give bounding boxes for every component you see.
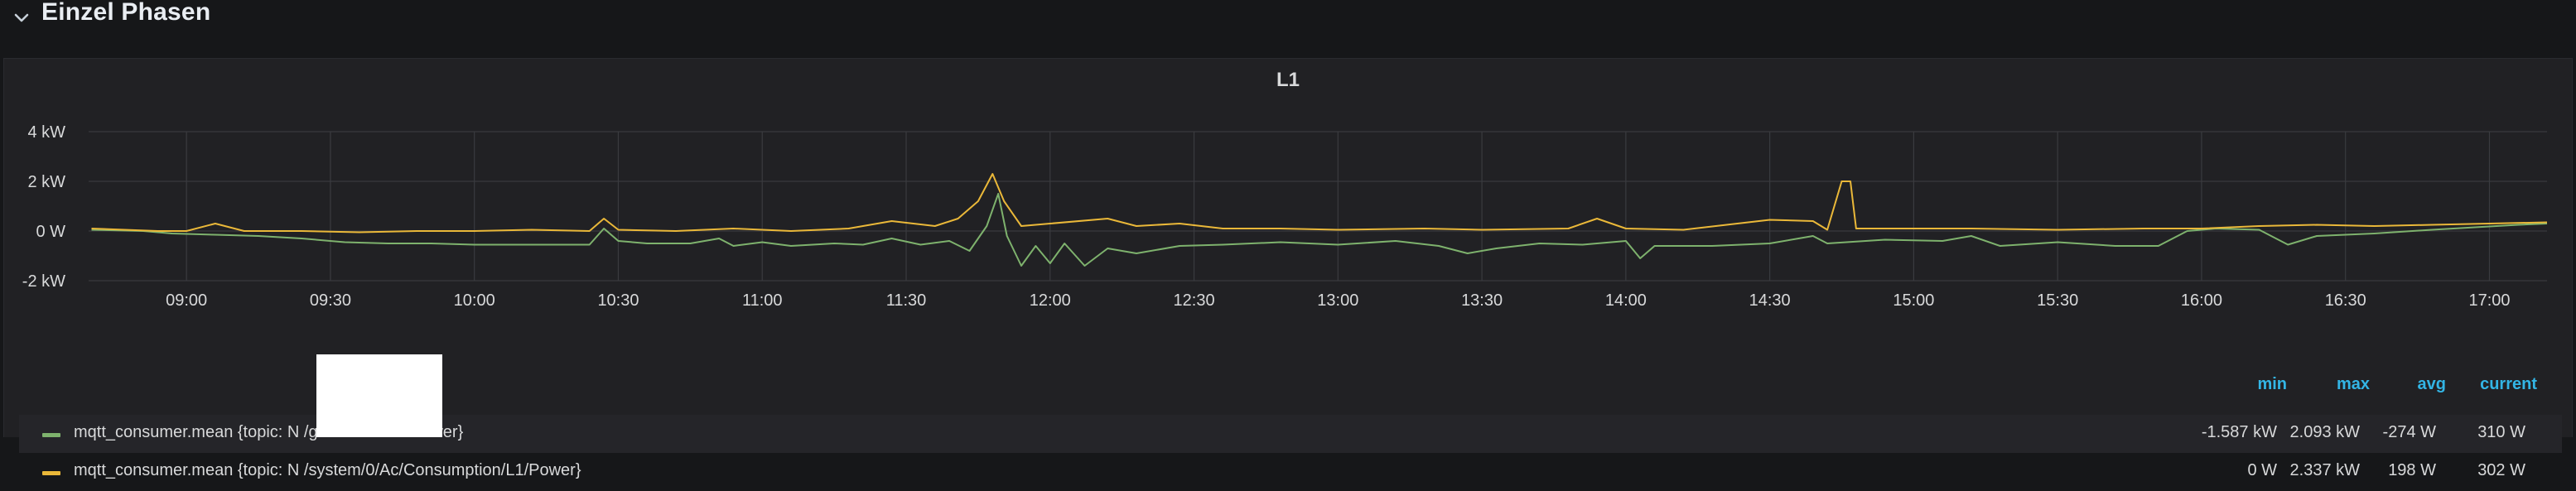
series-color-swatch[interactable] bbox=[42, 471, 60, 475]
row-header[interactable]: Einzel Phasen bbox=[0, 0, 2576, 41]
x-tick-label: 15:30 bbox=[2037, 291, 2078, 310]
x-tick-label: 12:30 bbox=[1174, 291, 1215, 310]
chart-area[interactable]: 4 kW 2 kW 0 W -2 kW 09:00 09:30 10:00 10:30 11:0… bbox=[4, 59, 2574, 382]
chevron-down-icon[interactable] bbox=[12, 8, 31, 28]
redaction-box bbox=[316, 354, 442, 437]
x-tick-label: 11:00 bbox=[742, 291, 783, 310]
legend-col-avg[interactable]: avg bbox=[2417, 375, 2446, 393]
x-tick-label: 16:30 bbox=[2325, 291, 2366, 310]
legend-min: -1.587 kW bbox=[2201, 423, 2277, 441]
x-tick-label: 13:00 bbox=[1317, 291, 1358, 310]
legend-avg: -274 W bbox=[2382, 423, 2436, 441]
legend-col-max[interactable]: max bbox=[2336, 375, 2370, 393]
x-tick-label: 12:00 bbox=[1030, 291, 1071, 310]
series-line-consumption bbox=[91, 173, 2548, 233]
x-tick-label: 09:30 bbox=[310, 291, 351, 310]
legend-header: min max avg current bbox=[2075, 375, 2572, 400]
x-tick-label: 16:00 bbox=[2181, 291, 2222, 310]
x-tick-label: 15:00 bbox=[1893, 291, 1934, 310]
x-tick-label: 17:00 bbox=[2468, 291, 2510, 310]
y-tick-label: 0 W bbox=[36, 223, 65, 241]
x-tick-label: 10:30 bbox=[597, 291, 639, 310]
legend-row-consumption[interactable]: mqtt_consumer.mean {topic: N /system/0/A… bbox=[19, 453, 2562, 491]
x-tick-label: 09:00 bbox=[166, 291, 207, 310]
legend-min: 0 W bbox=[2247, 461, 2277, 479]
x-tick-label: 14:30 bbox=[1749, 291, 1791, 310]
panel-title[interactable]: L1 bbox=[1276, 69, 1300, 91]
x-tick-label: 14:00 bbox=[1605, 291, 1647, 310]
legend-col-min[interactable]: min bbox=[2257, 375, 2287, 393]
y-tick-label: 2 kW bbox=[27, 173, 65, 191]
y-tick-label: -2 kW bbox=[22, 272, 65, 291]
legend-avg: 198 W bbox=[2388, 461, 2436, 479]
series-line-grid bbox=[91, 193, 2548, 267]
legend-current: 302 W bbox=[2477, 461, 2525, 479]
legend-current: 310 W bbox=[2477, 423, 2525, 441]
row-title[interactable]: Einzel Phasen bbox=[41, 0, 211, 26]
legend-max: 2.337 kW bbox=[2289, 461, 2360, 479]
legend-max: 2.093 kW bbox=[2289, 423, 2360, 441]
x-tick-label: 13:30 bbox=[1461, 291, 1503, 310]
legend-col-current[interactable]: current bbox=[2480, 375, 2537, 393]
x-tick-label: 10:00 bbox=[454, 291, 495, 310]
x-tick-label: 11:30 bbox=[886, 291, 927, 310]
y-tick-label: 4 kW bbox=[27, 123, 65, 142]
legend-series-name[interactable]: mqtt_consumer.mean {topic: N /system/0/A… bbox=[74, 461, 581, 479]
series-color-swatch[interactable] bbox=[42, 433, 60, 437]
